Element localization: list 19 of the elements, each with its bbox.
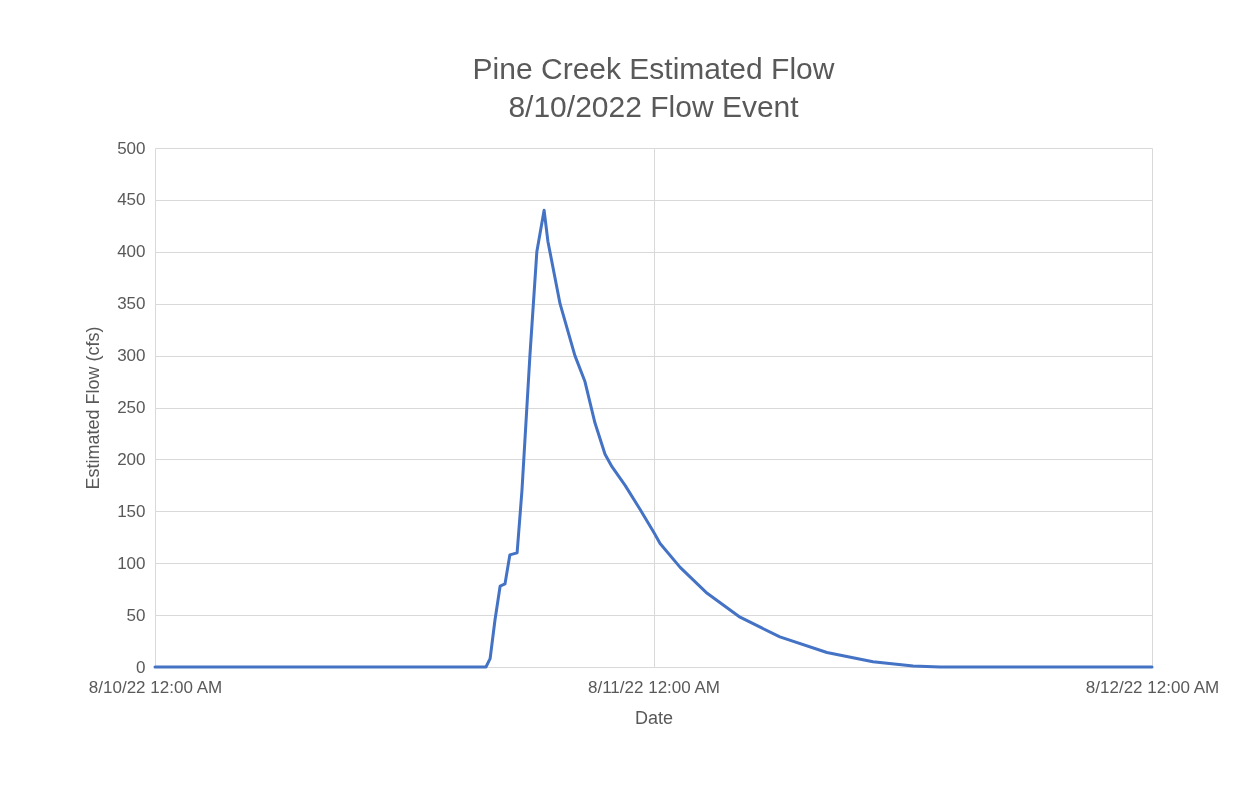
y-tick-label: 450 <box>117 190 146 210</box>
x-axis-title: Date <box>634 707 674 728</box>
line-series <box>153 208 1154 669</box>
y-tick-label: 150 <box>117 501 146 521</box>
x-tick-label: 8/11/22 12:00 AM <box>587 677 721 697</box>
y-tick-label: 200 <box>117 449 146 469</box>
chart-title: Pine Creek Estimated Flow <box>472 52 835 85</box>
y-tick-label: 300 <box>117 346 146 366</box>
y-tick-label: 250 <box>117 398 146 417</box>
x-tick-label: 8/10/22 12:00 AM <box>88 677 223 697</box>
y-tick-label: 50 <box>126 605 146 625</box>
y-tick-label: 100 <box>117 553 146 573</box>
x-tick-label: 8/12/22 12:00 AM <box>1085 677 1220 697</box>
y-tick-label: 0 <box>136 657 146 677</box>
y-tick-label: 350 <box>117 294 146 314</box>
chart-subtitle: 8/10/2022 Flow Event <box>508 90 800 123</box>
y-axis-title: Estimated Flow (cfs) <box>83 326 104 490</box>
y-tick-label: 400 <box>117 242 146 262</box>
y-tick-label: 500 <box>117 138 146 158</box>
